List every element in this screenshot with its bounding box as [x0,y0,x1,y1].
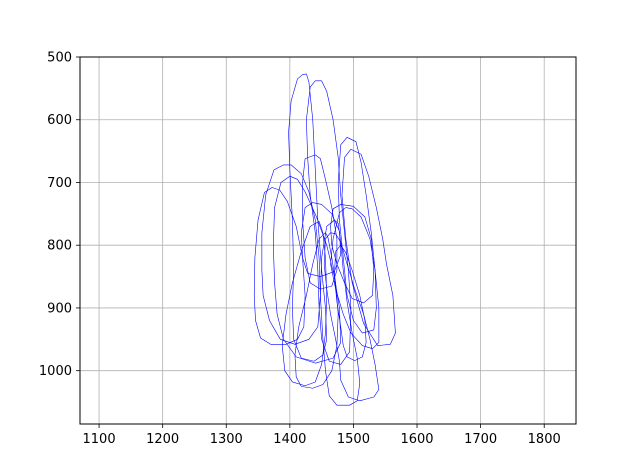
series-line-12 [323,232,380,402]
series-line-10 [302,154,338,290]
x-axis: 1100 1200 1300 1400 1500 1600 1700 1800 [83,424,561,447]
x-tick-label: 1700 [464,432,497,447]
series-line-11 [330,207,380,350]
series-line-4 [341,148,396,346]
y-tick-label: 700 [47,176,72,191]
x-tick-label: 1400 [273,432,306,447]
y-axis: 500 600 700 800 900 1000 [39,51,80,379]
x-tick-label: 1500 [337,432,370,447]
y-tick-label: 900 [47,301,72,316]
y-tick-label: 600 [47,113,72,128]
x-tick-label: 1300 [210,432,243,447]
data-series-group [253,73,396,406]
x-tick-label: 1600 [400,432,433,447]
x-tick-label: 1100 [83,432,116,447]
series-line-6 [273,175,342,364]
grid-lines [80,56,576,424]
series-line-8 [300,202,342,277]
x-tick-label: 1200 [146,432,179,447]
y-tick-label: 1000 [39,364,72,379]
series-line-16 [334,245,367,361]
plot-frame [79,56,577,425]
y-tick-label: 800 [47,239,72,254]
x-tick-label: 1800 [528,432,561,447]
y-tick-label: 500 [47,51,72,66]
series-line-13 [320,219,361,406]
series-line-2 [306,80,352,365]
series-line-7 [253,187,306,345]
series-line-1 [288,73,328,362]
series-line-5 [261,164,321,345]
series-line-15 [281,221,328,387]
plot-background [80,57,576,424]
series-line-9 [330,204,375,304]
